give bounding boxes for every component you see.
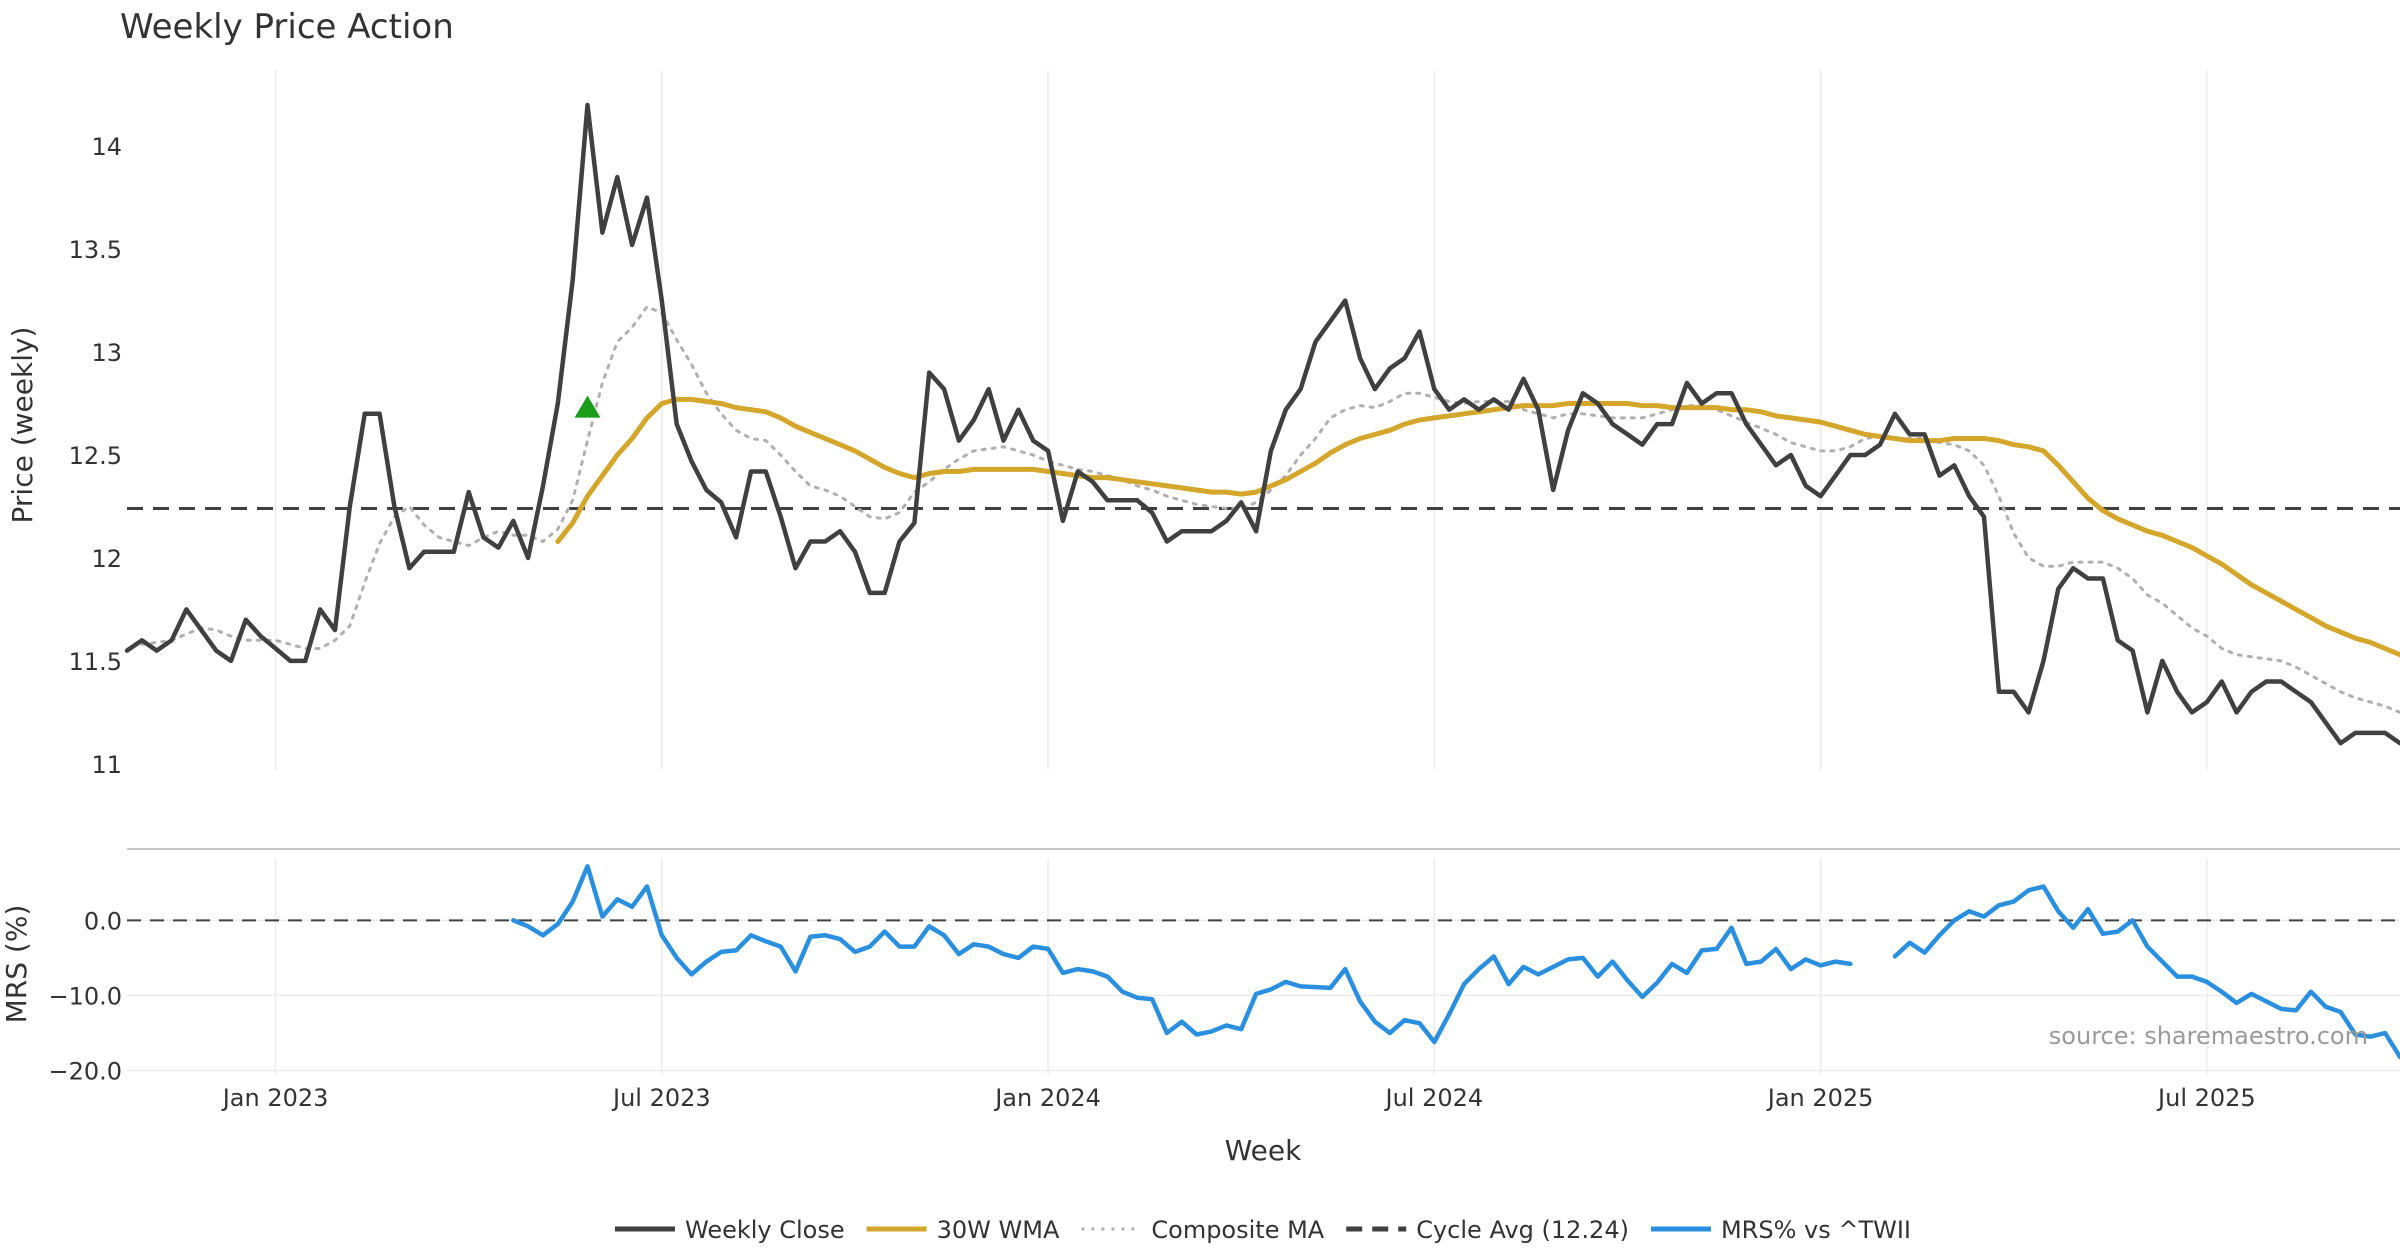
price-gridlines [274,70,2208,770]
price-y-tick-label: 11.5 [69,648,122,676]
series-30w-wma [555,396,2400,658]
price-y-tick-label: 14 [91,133,122,161]
price-y-tick-label: 13 [91,339,122,367]
x-tick-label: Jul 2025 [2156,1084,2256,1112]
price-y-tick-label: 13.5 [69,236,122,264]
series-mrs-segment-2 [1892,884,2400,1060]
x-tick-label: Jan 2023 [221,1084,329,1112]
legend-label: Cycle Avg (12.24) [1416,1216,1629,1244]
chart-title: Weekly Price Action [120,7,454,47]
x-tick-label: Jul 2024 [1384,1084,1484,1112]
mrs-series-group [127,864,2400,1060]
legend-item: Composite MA [1081,1216,1325,1244]
legend: Weekly Close 30W WMA Composite MA Cycle Avg… [615,1216,1911,1244]
series-mrs-segment-1 [511,864,1853,1045]
x-tick-label: Jul 2023 [611,1084,711,1112]
price-y-axis-label: Price (weekly) [6,327,39,524]
series-composite-ma [140,305,2400,714]
x-ticks: Jan 2023 Jul 2023 Jan 2024 Jul 2024 Jan 2025… [221,1084,2256,1112]
source-note: source: sharemaestro.com [2049,1022,2368,1050]
legend-item: MRS% vs ^TWII [1650,1216,1911,1244]
legend-label: MRS% vs ^TWII [1721,1216,1911,1244]
x-tick-label: Jan 2025 [1766,1084,1874,1112]
mrs-y-axis-label: MRS (%) [0,905,33,1024]
price-y-tick-label: 11 [91,751,122,779]
legend-item: 30W WMA [866,1216,1060,1244]
price-y-tick-label: 12.5 [69,442,122,470]
price-series-group [124,102,2400,746]
legend-label: Weekly Close [685,1216,845,1244]
x-axis-label: Week [1225,1134,1302,1167]
mrs-y-tick-label: 0.0 [84,907,122,935]
legend-label: Composite MA [1151,1216,1324,1244]
series-weekly-close [124,102,2400,746]
buy-signal-marker [574,395,601,418]
mrs-y-tick-label: −10.0 [48,982,122,1010]
mrs-y-tick-label: −20.0 [48,1057,122,1085]
legend-item: Weekly Close [615,1216,845,1244]
x-tick-label: Jan 2024 [993,1084,1101,1112]
price-y-ticks: 11 11.5 12 12.5 13 13.5 14 [69,133,122,779]
mrs-y-ticks: 0.0 −10.0 −20.0 [48,907,122,1085]
legend-label: 30W WMA [937,1216,1060,1244]
price-y-tick-label: 12 [91,545,122,573]
legend-item: Cycle Avg (12.24) [1346,1216,1629,1244]
